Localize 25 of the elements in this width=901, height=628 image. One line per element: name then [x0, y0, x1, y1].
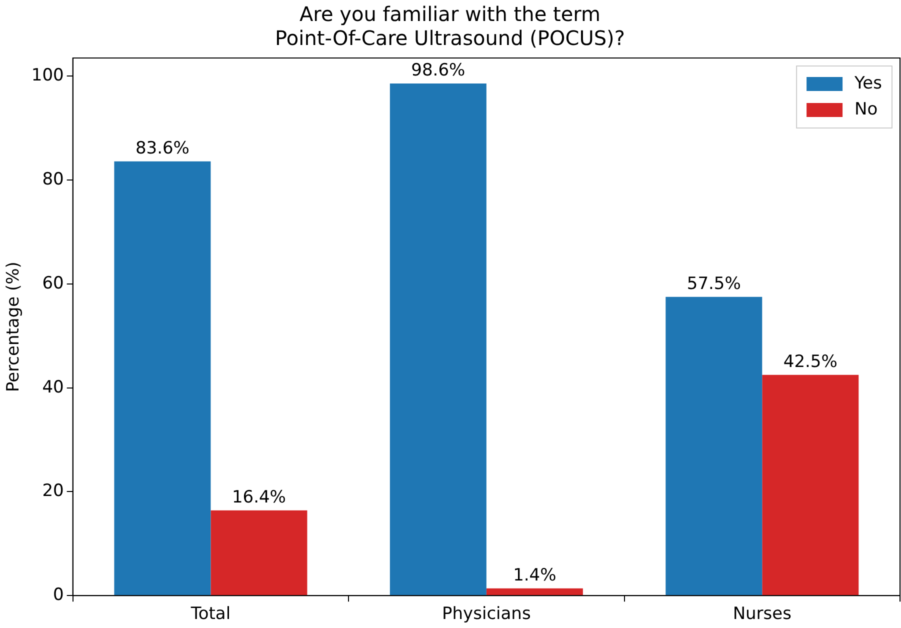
chart-title: Are you familiar with the term Point-Of-Care Ultrasound (POCUS)? — [275, 2, 625, 50]
data-label: 83.6% — [135, 138, 190, 158]
y-tick-label: 0 — [53, 585, 64, 606]
y-axis-title: Percentage (%) — [4, 262, 24, 392]
bar — [486, 588, 583, 596]
data-label: 57.5% — [686, 274, 741, 294]
y-tick-label: 60 — [42, 273, 64, 294]
data-label: 42.5% — [783, 352, 838, 372]
y-tick-label: 80 — [42, 169, 64, 190]
data-label: 1.4% — [513, 565, 556, 586]
bar — [390, 83, 486, 596]
legend-label: Yes — [854, 73, 882, 94]
bar — [666, 296, 762, 596]
bar — [762, 374, 859, 596]
data-label: 16.4% — [232, 487, 286, 508]
x-tick-label: Total — [190, 604, 231, 624]
bar — [210, 510, 308, 596]
y-tick-label: 20 — [42, 481, 64, 502]
x-tick-label: Nurses — [732, 604, 792, 624]
legend-label: No — [854, 99, 878, 120]
bar — [114, 161, 211, 596]
x-tick-label: Physicians — [442, 604, 531, 624]
y-tick-label: 40 — [42, 377, 64, 398]
y-tick-label: 100 — [31, 66, 64, 86]
data-label: 98.6% — [411, 60, 466, 80]
